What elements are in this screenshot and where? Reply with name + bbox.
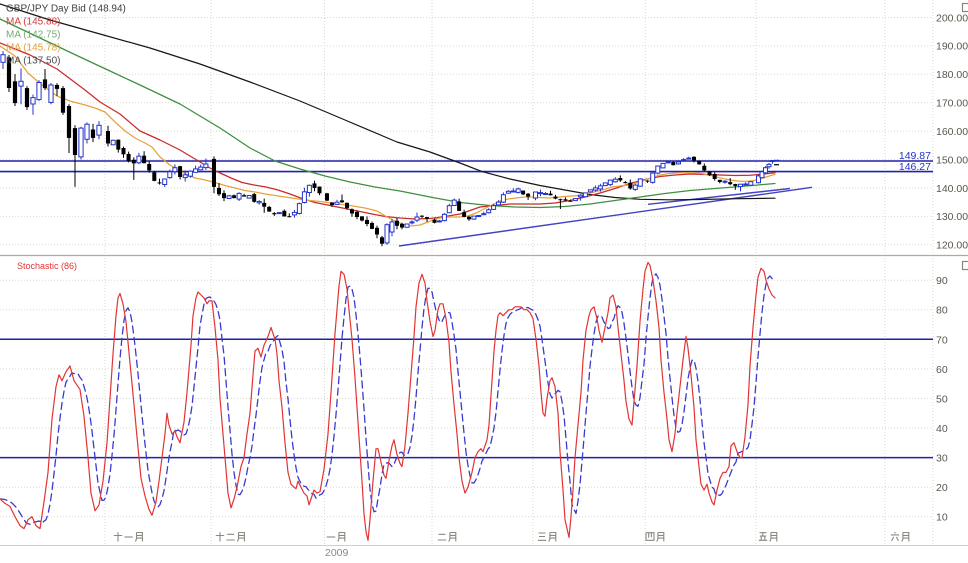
svg-text:10: 10 — [936, 512, 948, 524]
svg-text:50: 50 — [936, 393, 948, 405]
svg-text:60: 60 — [936, 364, 948, 376]
svg-text:MA (142.75): MA (142.75) — [6, 30, 60, 41]
svg-text:30: 30 — [936, 453, 948, 465]
svg-text:MA (145.88): MA (145.88) — [6, 17, 60, 28]
svg-text:160.00: 160.00 — [936, 126, 968, 138]
svg-text:2009: 2009 — [325, 547, 349, 558]
svg-text:150.00: 150.00 — [936, 154, 968, 166]
svg-text:140.00: 140.00 — [936, 183, 968, 195]
svg-text:MA (145.78): MA (145.78) — [6, 43, 60, 54]
svg-text:170.00: 170.00 — [936, 98, 968, 110]
svg-text:120.00: 120.00 — [936, 240, 968, 252]
svg-text:20: 20 — [936, 482, 948, 494]
svg-text:200.00: 200.00 — [936, 12, 968, 24]
svg-text:80: 80 — [936, 305, 948, 317]
svg-text:130.00: 130.00 — [936, 211, 968, 223]
svg-text:180.00: 180.00 — [936, 69, 968, 81]
svg-text:GBP/JPY Day Bid (148.94): GBP/JPY Day Bid (148.94) — [6, 4, 126, 15]
svg-text:MA (137.50): MA (137.50) — [6, 56, 60, 67]
svg-text:40: 40 — [936, 423, 948, 435]
svg-text:90: 90 — [936, 275, 948, 287]
svg-text:70: 70 — [936, 334, 948, 346]
svg-text:190.00: 190.00 — [936, 41, 968, 53]
svg-text:Stochastic (86): Stochastic (86) — [17, 261, 77, 271]
svg-text:146.27: 146.27 — [899, 161, 931, 173]
